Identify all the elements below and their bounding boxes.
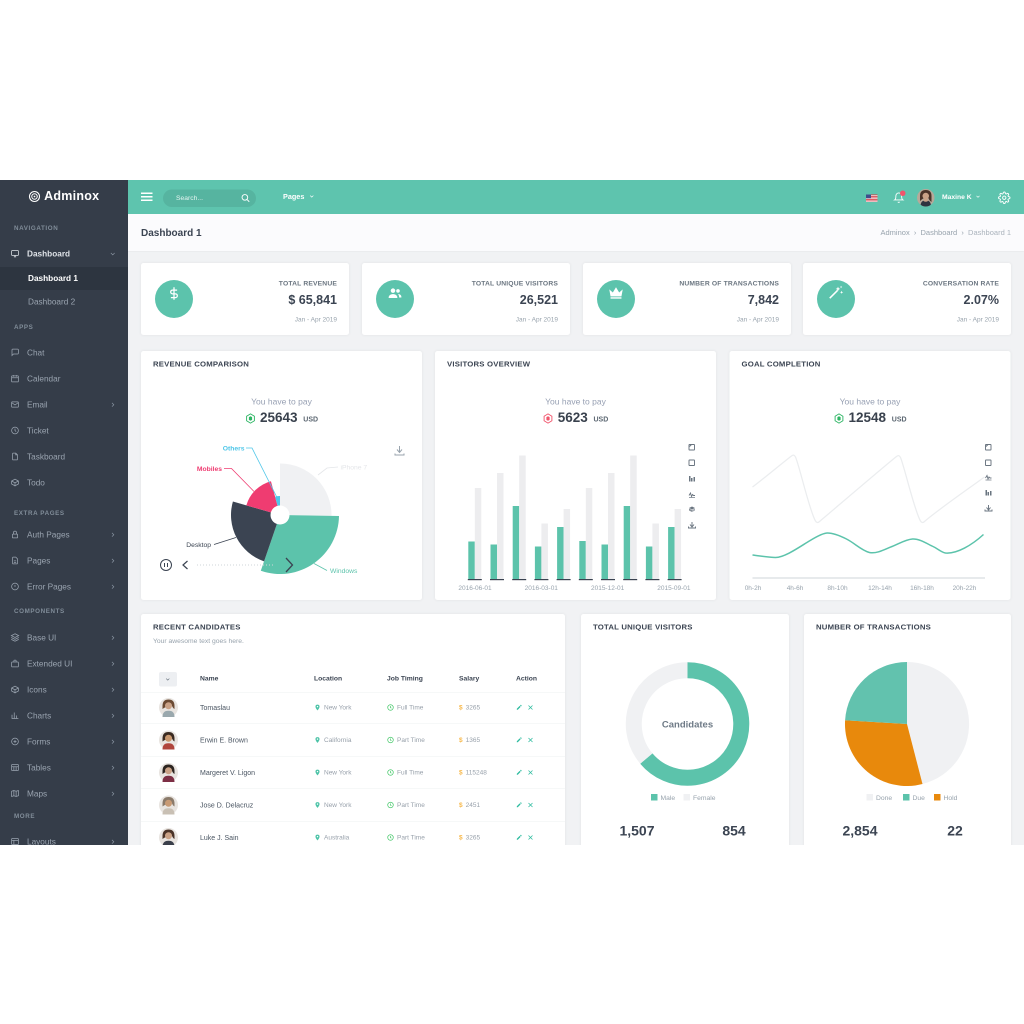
svg-text:2016-03-01: 2016-03-01 xyxy=(525,585,559,592)
svg-text:2016-06-01: 2016-06-01 xyxy=(458,585,492,592)
svg-text:Mobiles: Mobiles xyxy=(197,466,222,473)
svg-text:22: 22 xyxy=(947,823,963,839)
svg-text:Male: Male xyxy=(661,795,676,802)
svg-text:Others: Others xyxy=(223,446,245,453)
svg-text:Female: Female xyxy=(693,795,716,802)
svg-text:Windows: Windows xyxy=(330,568,358,575)
svg-text:8h-10h: 8h-10h xyxy=(827,585,848,592)
svg-text:20h-22h: 20h-22h xyxy=(953,585,977,592)
svg-text:Candidates: Candidates xyxy=(662,720,713,731)
svg-text:16h-18h: 16h-18h xyxy=(910,585,934,592)
svg-text:4h-6h: 4h-6h xyxy=(787,585,804,592)
svg-text:Done: Done xyxy=(876,795,892,802)
svg-text:854: 854 xyxy=(722,823,746,839)
svg-text:Desktop: Desktop xyxy=(186,542,211,549)
svg-text:1,507: 1,507 xyxy=(619,823,654,839)
svg-text:Due: Due xyxy=(913,795,926,802)
svg-text:2015-09-01: 2015-09-01 xyxy=(657,585,691,592)
svg-text:Hold: Hold xyxy=(944,795,958,802)
svg-text:0h-2h: 0h-2h xyxy=(745,585,762,592)
svg-text:2,854: 2,854 xyxy=(842,823,877,839)
svg-text:2015-12-01: 2015-12-01 xyxy=(591,585,625,592)
svg-text:12h-14h: 12h-14h xyxy=(868,585,892,592)
svg-text:iPhone 7: iPhone 7 xyxy=(341,465,368,472)
